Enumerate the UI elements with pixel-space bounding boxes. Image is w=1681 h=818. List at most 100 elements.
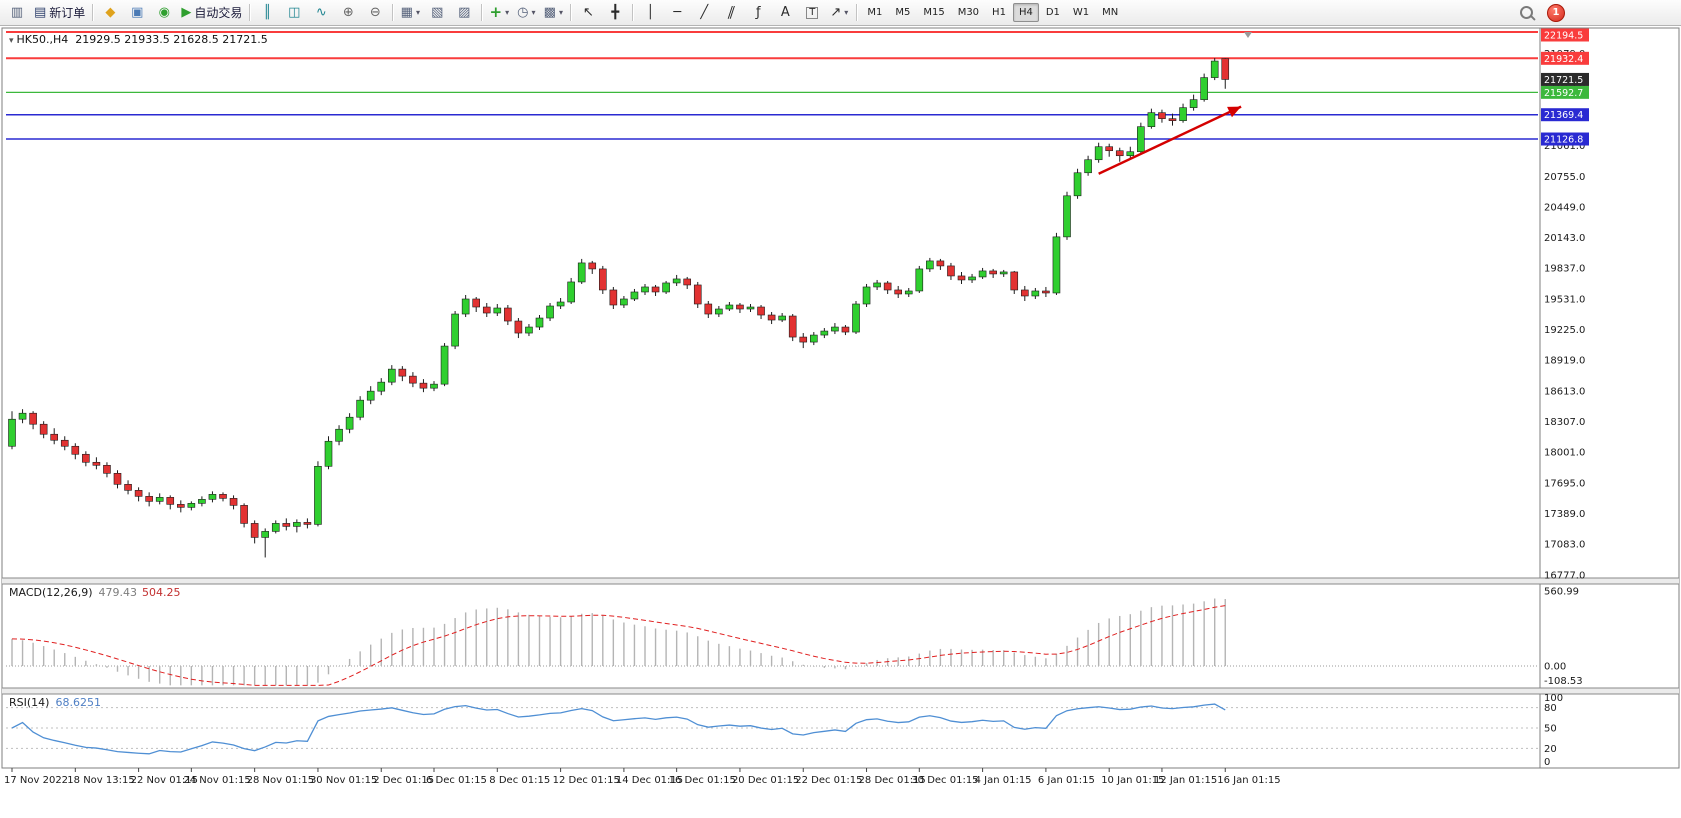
- tile-windows-button[interactable]: ▦ ▾: [397, 3, 423, 23]
- candle: [852, 303, 860, 333]
- timeframe-w1-button[interactable]: W1: [1072, 7, 1090, 18]
- candle: [113, 473, 122, 485]
- profile-button[interactable]: ▣: [124, 3, 150, 23]
- rsi-indicator-label: RSI(14) 68.6251: [9, 696, 101, 709]
- candle: [440, 345, 449, 385]
- candle: [134, 490, 143, 497]
- candle: [419, 382, 428, 389]
- candle: [409, 375, 417, 384]
- chart-shift-marker[interactable]: [1244, 32, 1252, 38]
- trendline-tool-button[interactable]: ╱: [691, 3, 717, 23]
- candle: [831, 326, 839, 332]
- svg-text:6 Dec 01:15: 6 Dec 01:15: [426, 775, 487, 786]
- candle: [1221, 58, 1230, 80]
- candle: [799, 336, 808, 343]
- new-chart-button[interactable]: ▥: [4, 3, 30, 23]
- svg-text:14 Dec 01:15: 14 Dec 01:15: [616, 775, 683, 786]
- svg-text:18307.0: 18307.0: [1544, 417, 1585, 428]
- notification-badge[interactable]: 1: [1547, 3, 1565, 22]
- search-button[interactable]: [1513, 3, 1539, 23]
- community-button[interactable]: ◆: [97, 3, 123, 23]
- autotrading-button[interactable]: ▶ 自动交易: [178, 3, 245, 23]
- symbol-menu-icon[interactable]: ▾: [9, 36, 14, 46]
- timeframe-m15-button[interactable]: M15: [923, 7, 945, 18]
- candle: [1147, 112, 1156, 127]
- timeframe-h1-button[interactable]: H1: [992, 7, 1006, 18]
- add-indicator-icon: +: [489, 3, 503, 21]
- candle: [1200, 77, 1208, 100]
- candle: [145, 496, 153, 502]
- fibonacci-tool-button[interactable]: ƒ: [745, 3, 771, 23]
- new-order-button[interactable]: ▤ 新订单: [31, 3, 88, 23]
- svg-text:19531.0: 19531.0: [1544, 294, 1585, 305]
- rsi-name: RSI(14): [9, 696, 50, 709]
- timeframe-m30-button[interactable]: M30: [957, 7, 980, 18]
- svg-text:80: 80: [1544, 703, 1557, 714]
- symbol-period-label: HK50.,H4: [16, 33, 69, 46]
- add-indicator-button[interactable]: + ▾: [486, 3, 512, 23]
- candle: [862, 286, 871, 305]
- vertical-line-tool-button[interactable]: │: [637, 3, 663, 23]
- arrange-windows-button[interactable]: ▧: [424, 3, 450, 23]
- svg-text:10 Jan 01:15: 10 Jan 01:15: [1101, 775, 1164, 786]
- timeframe-h4-button[interactable]: H4: [1012, 3, 1039, 22]
- candle: [124, 484, 132, 491]
- svg-text:0: 0: [1544, 757, 1550, 768]
- svg-text:20449.0: 20449.0: [1544, 202, 1585, 213]
- main-chart-svg[interactable]: 21979.021673.021367.021061.020755.020449…: [0, 26, 1681, 814]
- timeframe-mn-button[interactable]: MN: [1102, 7, 1119, 18]
- text-tool-button[interactable]: A: [772, 3, 798, 23]
- timeframe-m5-button[interactable]: M5: [895, 7, 911, 18]
- cursor-tool-button[interactable]: ↖: [575, 3, 601, 23]
- candle: [472, 298, 481, 308]
- timeframe-m1-button[interactable]: M1: [867, 7, 883, 18]
- candle: [1031, 290, 1040, 297]
- candle: [1126, 151, 1135, 157]
- candle: [82, 453, 90, 463]
- text-label-tool-button[interactable]: T: [799, 3, 825, 23]
- svg-text:17695.0: 17695.0: [1544, 478, 1585, 489]
- channel-tool-button[interactable]: ∥: [718, 3, 744, 23]
- line-chart-mode-button[interactable]: ∿: [308, 3, 334, 23]
- panel-splitter-macd[interactable]: [2, 578, 1679, 584]
- candle: [398, 368, 407, 377]
- new-chart-icon: ▥: [10, 5, 24, 20]
- svg-text:100: 100: [1544, 693, 1563, 704]
- svg-text:22194.5: 22194.5: [1544, 31, 1583, 42]
- candlestick-mode-button[interactable]: ◫: [281, 3, 307, 23]
- candle: [609, 289, 618, 306]
- macd-indicator-label: MACD(12,26,9) 479.43 504.25: [9, 586, 181, 599]
- shapes-tool-button[interactable]: ↗ ▾: [826, 3, 852, 23]
- svg-text:20143.0: 20143.0: [1544, 233, 1585, 244]
- web-button[interactable]: ◉: [151, 3, 177, 23]
- toolbar-separator: [249, 4, 251, 21]
- toolbar-separator: [481, 4, 483, 21]
- svg-text:21061.0: 21061.0: [1544, 141, 1585, 152]
- panel-splitter-rsi[interactable]: [2, 688, 1679, 694]
- crosshair-tool-button[interactable]: ╋: [602, 3, 628, 23]
- candle: [1010, 271, 1019, 291]
- candle: [1094, 146, 1103, 161]
- templates-button[interactable]: ▩ ▾: [540, 3, 566, 23]
- svg-text:21126.8: 21126.8: [1544, 135, 1583, 146]
- horizontal-line-tool-button[interactable]: ─: [664, 3, 690, 23]
- candle: [1042, 290, 1050, 294]
- cascade-windows-button[interactable]: ▨: [451, 3, 477, 23]
- svg-text:17083.0: 17083.0: [1544, 540, 1585, 551]
- rsi-value: 68.6251: [55, 696, 101, 709]
- candle: [482, 306, 491, 314]
- candle: [282, 523, 291, 527]
- timeframe-d1-button[interactable]: D1: [1045, 7, 1060, 18]
- macd-signal-line: [11, 605, 1226, 686]
- arrange-windows-icon: ▧: [431, 5, 444, 20]
- vertical-line-icon: │: [646, 5, 655, 20]
- bar-chart-mode-button[interactable]: ║: [254, 3, 280, 23]
- candle: [630, 291, 639, 300]
- candle: [968, 276, 976, 281]
- candle: [1137, 126, 1145, 153]
- zoom-in-button[interactable]: ⊕: [335, 3, 361, 23]
- trend-arrow[interactable]: [1098, 105, 1242, 175]
- candle: [651, 286, 660, 293]
- periods-button[interactable]: ◷ ▾: [513, 3, 539, 23]
- zoom-out-button[interactable]: ⊖: [362, 3, 388, 23]
